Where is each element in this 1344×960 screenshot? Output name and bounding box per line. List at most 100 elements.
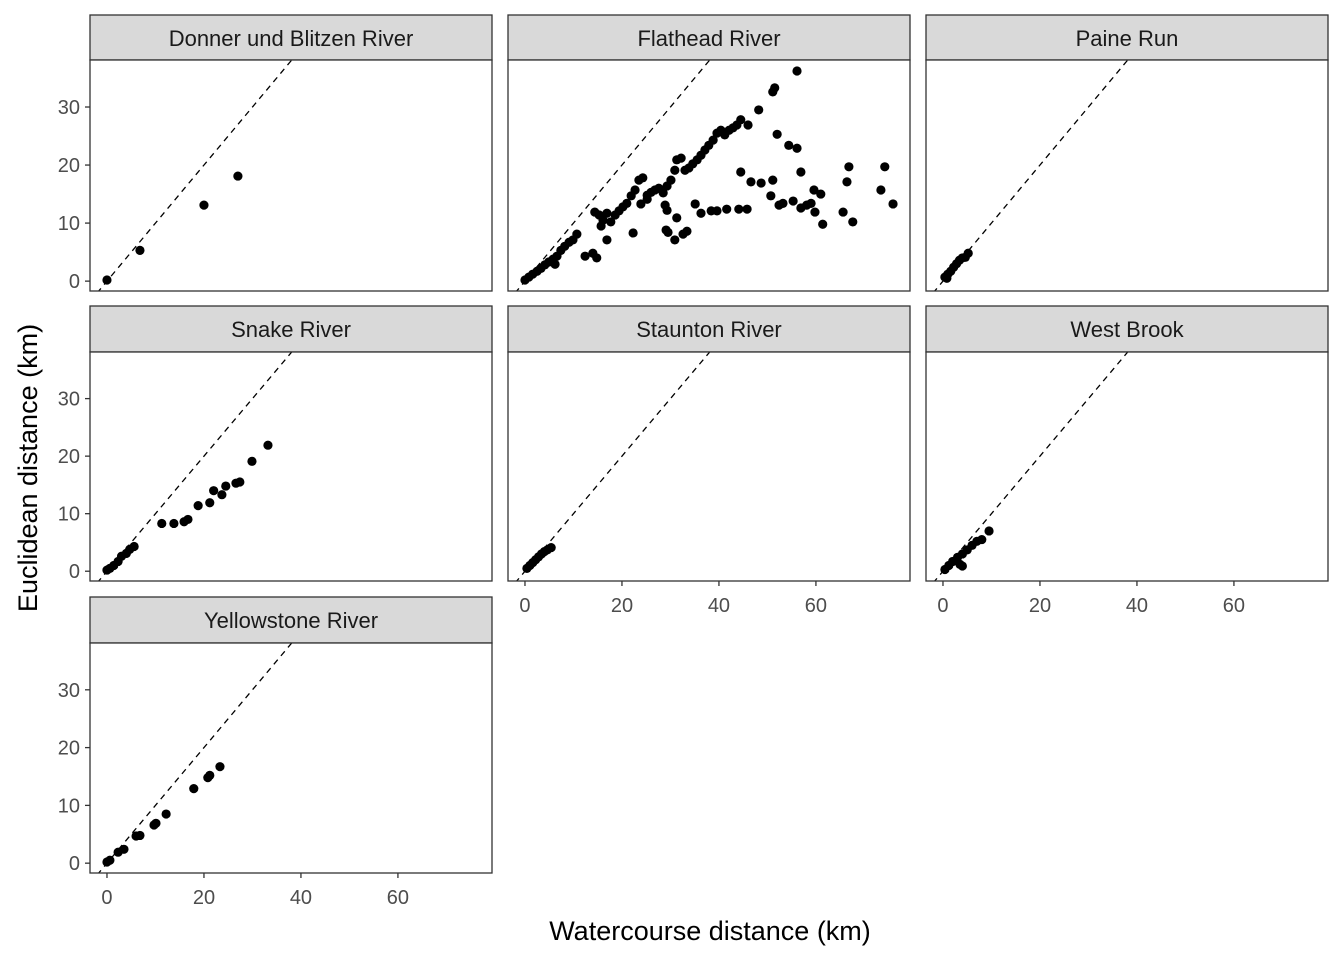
data-point xyxy=(622,198,632,208)
x-tick-label: 60 xyxy=(1223,595,1245,617)
facet-strip xyxy=(925,305,1329,353)
y-tick-label: 10 xyxy=(58,213,80,235)
x-tick-label: 0 xyxy=(101,887,112,909)
facet-strip xyxy=(89,14,493,61)
data-point xyxy=(670,235,680,245)
data-point xyxy=(754,105,764,115)
data-point xyxy=(810,207,820,217)
data-point xyxy=(157,518,167,529)
data-point xyxy=(598,215,608,225)
data-point xyxy=(119,844,129,854)
data-point xyxy=(602,208,612,218)
data-point xyxy=(209,486,219,496)
data-point xyxy=(888,199,898,209)
panel-background xyxy=(90,352,492,581)
data-point xyxy=(806,198,816,208)
facet-strip-label: Donner und Blitzen River xyxy=(169,26,414,51)
y-tick-label: 0 xyxy=(69,271,80,293)
x-tick-label: 0 xyxy=(937,595,948,617)
y-tick-label: 30 xyxy=(58,97,80,119)
data-point xyxy=(772,129,782,139)
facet-strip-label: Flathead River xyxy=(637,26,780,51)
data-point xyxy=(151,818,161,828)
data-point xyxy=(670,165,680,175)
data-point xyxy=(756,178,766,188)
facet-strip-label: Paine Run xyxy=(1076,26,1179,51)
y-tick-label: 10 xyxy=(58,504,80,526)
facet-strip xyxy=(925,14,1329,61)
data-point xyxy=(129,541,139,552)
data-point xyxy=(682,226,692,236)
y-tick-label: 0 xyxy=(69,561,80,583)
identity-reference-line xyxy=(933,60,1129,291)
y-tick-label: 20 xyxy=(58,446,80,468)
identity-reference-line xyxy=(515,352,711,581)
data-point xyxy=(768,175,778,185)
x-tick-label: 40 xyxy=(1126,595,1148,617)
panel-border xyxy=(89,642,493,874)
data-point xyxy=(602,235,612,245)
data-point xyxy=(221,481,231,491)
data-point xyxy=(796,167,806,177)
data-point xyxy=(955,559,965,569)
data-point xyxy=(658,188,668,198)
data-point xyxy=(247,456,257,466)
identity-reference-line xyxy=(515,60,711,291)
data-point xyxy=(977,534,987,545)
data-point xyxy=(263,440,273,450)
data-point xyxy=(102,275,112,285)
x-tick-label: 20 xyxy=(611,595,633,617)
panel-border xyxy=(89,59,493,292)
x-tick-label: 40 xyxy=(290,887,312,909)
data-point xyxy=(183,514,193,525)
data-point xyxy=(696,208,706,218)
data-point xyxy=(778,198,788,208)
identity-reference-line xyxy=(97,643,293,873)
y-tick-label: 20 xyxy=(58,155,80,177)
data-point xyxy=(784,140,794,150)
data-point xyxy=(580,251,590,261)
data-point xyxy=(848,217,858,227)
x-tick-label: 0 xyxy=(519,595,530,617)
data-point xyxy=(189,784,199,794)
data-point xyxy=(628,228,638,238)
data-point xyxy=(630,185,640,195)
data-point xyxy=(838,207,848,217)
facet-strip-label: Snake River xyxy=(231,317,351,342)
data-point xyxy=(736,167,746,177)
x-tick-label: 60 xyxy=(805,595,827,617)
data-point xyxy=(235,477,245,487)
data-point xyxy=(816,189,826,199)
panel-border xyxy=(507,351,911,582)
facet-panel: Snake River 0 10 20 30 xyxy=(58,305,493,583)
facet-strip-label: Staunton River xyxy=(636,317,782,342)
facet-strip xyxy=(507,14,911,61)
y-axis-title: Euclidean distance (km) xyxy=(13,324,43,612)
data-point xyxy=(809,185,819,195)
data-point xyxy=(199,200,209,210)
data-point xyxy=(818,219,828,229)
data-point xyxy=(546,543,556,553)
data-point xyxy=(712,206,722,216)
identity-reference-line xyxy=(97,60,293,291)
data-point xyxy=(662,205,672,215)
data-point xyxy=(642,194,652,204)
data-point xyxy=(880,162,890,172)
data-point xyxy=(844,162,854,172)
data-point xyxy=(734,204,744,214)
x-tick-label: 60 xyxy=(387,887,409,909)
panel-border xyxy=(925,351,1329,582)
facet-panel: Staunton River 0 20 40 60 xyxy=(507,305,911,617)
facet-panel: Flathead River xyxy=(507,14,911,292)
data-point xyxy=(876,185,886,195)
panel-border xyxy=(925,59,1329,292)
data-point xyxy=(161,809,171,819)
data-point xyxy=(672,213,682,223)
data-point xyxy=(690,199,700,209)
y-tick-label: 30 xyxy=(58,680,80,702)
data-point xyxy=(215,762,225,772)
facet-strip-label: Yellowstone River xyxy=(204,608,378,633)
data-point xyxy=(722,204,732,214)
data-point xyxy=(572,229,582,239)
